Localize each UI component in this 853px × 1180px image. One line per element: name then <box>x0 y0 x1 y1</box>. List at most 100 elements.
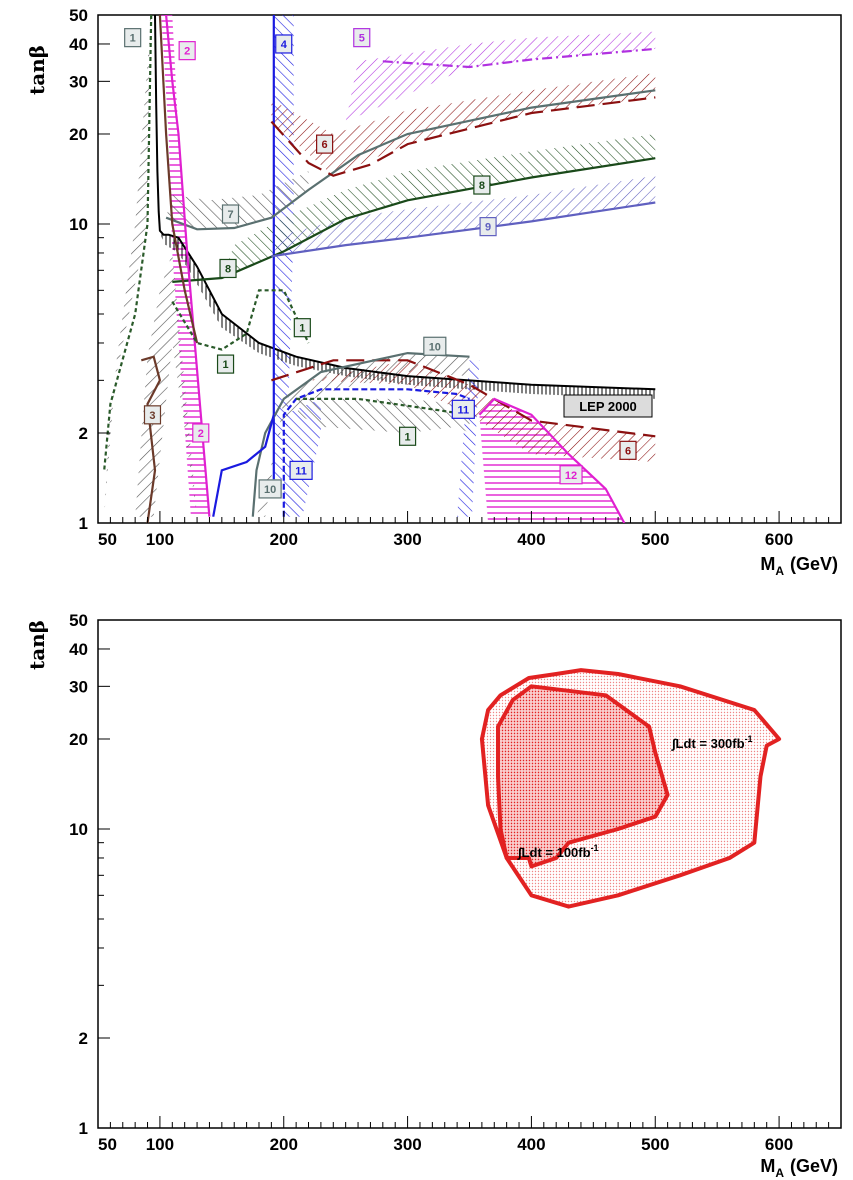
bottom-y-ticks: 1 2 10 20 30 40 50 <box>69 611 110 1138</box>
series-line <box>270 96 656 177</box>
y-tick-label: 1 <box>79 514 88 533</box>
lep-annotation-box <box>563 394 653 418</box>
hatched-band <box>135 253 198 517</box>
x-tick-label: 50 <box>98 530 117 549</box>
y-tick-label: 40 <box>69 640 88 659</box>
region-label: 2 <box>192 423 210 443</box>
hatched-band <box>159 230 656 399</box>
bottom-panel: 50 100 200 300 400 500 600 1 2 10 20 30 40 50 ∫Ldt =… <box>25 611 842 1180</box>
y-tick-label: 30 <box>69 677 88 696</box>
region-label: 5 <box>353 28 371 48</box>
top-hatched-bands <box>104 15 656 523</box>
region-label-text: 11 <box>457 404 469 416</box>
region-label: 11 <box>289 460 313 480</box>
x-tick-label: 100 <box>146 1135 174 1154</box>
y-tick-label: 1 <box>79 1119 88 1138</box>
lep-annotation-text: LEP 2000 <box>579 399 637 414</box>
region-label-text: 9 <box>485 222 491 234</box>
region-label-text: 8 <box>225 263 231 275</box>
region-label-box <box>398 426 417 446</box>
region-label-text: 4 <box>281 39 288 51</box>
y-tick-label: 40 <box>69 35 88 54</box>
x-tick-label: 600 <box>765 530 793 549</box>
region-label: 8 <box>473 175 491 195</box>
y-tick-label: 10 <box>69 215 88 234</box>
series-line <box>296 397 470 416</box>
hatched-band <box>345 31 656 122</box>
bottom-x-ticks: 50 100 200 300 400 500 600 <box>97 1116 842 1154</box>
region-label-text: 10 <box>264 484 276 496</box>
region-label-box <box>216 354 235 374</box>
region-label-box <box>316 134 334 154</box>
region-label-text: 1 <box>130 33 136 45</box>
x-tick-label: 200 <box>270 1135 298 1154</box>
region-label-box <box>289 460 313 480</box>
hatched-band <box>161 15 210 517</box>
hatched-band <box>271 175 656 257</box>
contour-100fb <box>496 684 670 869</box>
region-label: 1 <box>398 426 417 446</box>
region-label: 4 <box>275 34 293 54</box>
region-label-text: 8 <box>479 180 485 192</box>
hatched-band <box>296 398 470 433</box>
region-label-box <box>178 41 196 61</box>
lumi-300-label-sup: -1 <box>745 734 753 744</box>
bottom-contours <box>479 668 782 909</box>
lep-annotation: LEP 2000 <box>563 394 653 418</box>
series-line <box>103 15 153 471</box>
bottom-ylabel: tanβ <box>25 620 49 670</box>
series-line <box>282 388 470 517</box>
region-label-text: 3 <box>149 410 155 422</box>
region-label: 8 <box>219 258 237 279</box>
y-tick-label: 50 <box>69 611 88 630</box>
top-x-ticks: 50 100 200 300 400 500 600 <box>97 511 842 549</box>
region-label-box <box>192 423 210 443</box>
region-label-text: 2 <box>184 46 190 58</box>
lumi-100-label-sup: -1 <box>591 843 599 853</box>
region-label-box <box>479 217 497 237</box>
bottom-frame <box>97 619 842 1129</box>
series-line <box>271 201 656 258</box>
region-label-box <box>293 318 311 338</box>
x-tick-label: 50 <box>98 1135 117 1154</box>
top-xlabel-unit: (GeV) <box>790 554 838 574</box>
region-label-text: 1 <box>299 323 305 335</box>
region-label: 3 <box>143 405 162 425</box>
region-label-text: 7 <box>227 209 233 221</box>
region-label: 6 <box>619 440 637 460</box>
y-tick-label: 50 <box>69 6 88 25</box>
series-line <box>478 397 626 523</box>
region-label-text: 6 <box>322 139 328 151</box>
x-tick-label: 400 <box>517 1135 545 1154</box>
series-line <box>251 351 470 517</box>
region-label-box <box>219 258 237 279</box>
region-label-box <box>353 28 371 48</box>
region-label-box <box>275 34 293 54</box>
y-tick-label: 20 <box>69 730 88 749</box>
region-label-box <box>221 204 240 224</box>
x-tick-label: 300 <box>393 1135 421 1154</box>
series-line <box>212 414 275 517</box>
region-label-box <box>423 336 447 356</box>
top-series-lines <box>103 15 656 523</box>
region-label-box <box>124 28 142 48</box>
region-label: 12 <box>559 465 583 485</box>
region-label-text: 5 <box>359 33 365 45</box>
x-tick-label: 500 <box>641 530 669 549</box>
y-tick-label: 20 <box>69 125 88 144</box>
region-label-box <box>451 399 475 419</box>
region-label: 11 <box>451 399 475 419</box>
series-line <box>165 89 656 231</box>
region-label-box <box>559 465 583 485</box>
series-line <box>382 47 656 69</box>
series-line <box>158 15 199 344</box>
bottom-xlabel: MA (GeV) <box>760 1156 838 1180</box>
bottom-xlabel-sub: A <box>775 1166 784 1180</box>
region-label-text: 6 <box>625 445 631 457</box>
region-label-box <box>143 405 162 425</box>
x-tick-label: 300 <box>393 530 421 549</box>
region-label: 2 <box>178 41 196 61</box>
region-label: 7 <box>221 204 240 224</box>
series-line <box>140 355 162 523</box>
region-label: 1 <box>293 318 311 338</box>
